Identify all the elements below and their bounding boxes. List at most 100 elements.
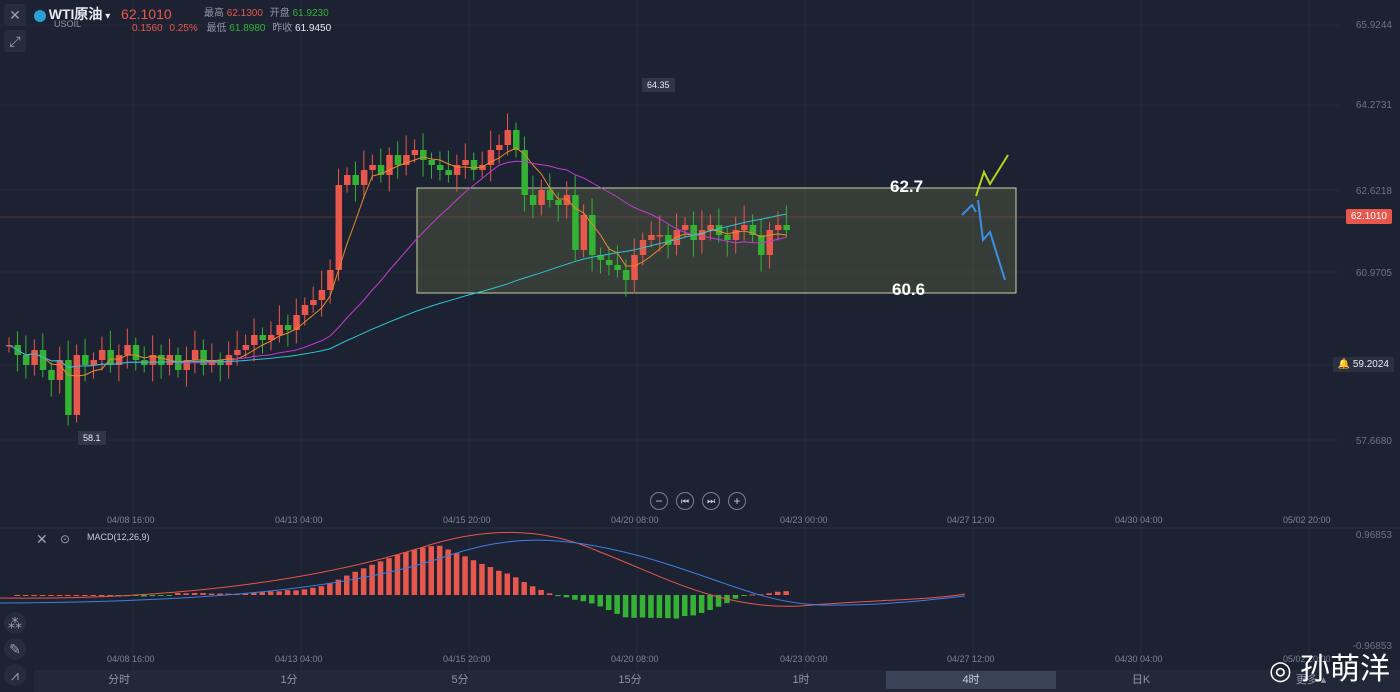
macd-bar	[251, 592, 257, 595]
macd-bar	[259, 592, 265, 595]
price-tick: 62.6218	[1355, 186, 1392, 197]
timeframe-2[interactable]: 5分	[451, 674, 469, 686]
candle-body	[690, 225, 697, 240]
projection-arrow-up	[975, 154, 1009, 197]
macd-bar	[555, 595, 561, 597]
macd-bar	[513, 577, 519, 595]
symbol-icon	[34, 10, 46, 23]
candle-body	[293, 315, 300, 330]
candle-body	[403, 155, 410, 165]
timeframe-5[interactable]: 4时	[886, 671, 1056, 689]
time-tick: 04/13 04:00	[275, 515, 323, 525]
macd-bar	[352, 571, 358, 595]
candle-body	[310, 300, 317, 305]
macd-close-icon[interactable]: ✕	[36, 531, 48, 547]
macd-bar	[589, 595, 595, 604]
bell-icon: 🔔	[1337, 359, 1353, 370]
macd-bar	[403, 552, 409, 595]
candle-body	[479, 165, 486, 170]
macd-label: MACD(12,26,9)	[87, 532, 150, 542]
macd-bar	[200, 593, 206, 595]
time-tick: 04/23 00:00	[780, 654, 828, 664]
candle-body	[648, 235, 655, 240]
candle-body	[344, 175, 351, 185]
price-tick: 60.9705	[1355, 268, 1392, 279]
prev-label: 昨收	[272, 23, 293, 34]
prev-value: 61.9450	[295, 23, 332, 34]
macd-bar	[158, 595, 164, 596]
candle-body	[242, 345, 250, 350]
time-tick: 04/23 00:00	[780, 515, 828, 525]
macd-bar	[48, 595, 54, 596]
macd-bar	[149, 595, 156, 597]
candle-body	[39, 350, 47, 370]
macd-bar	[369, 564, 375, 595]
macd-bar	[14, 595, 20, 596]
range-box	[416, 187, 1017, 294]
quote-header: WTI原油 ▾ 62.1010 最高 62.1300 开盘 61.9230 US…	[34, 4, 331, 34]
candle-body	[614, 265, 621, 270]
candle-body	[394, 155, 402, 165]
timeframe-6[interactable]: 日K	[1131, 674, 1151, 686]
macd-settings-icon[interactable]: ⊙	[60, 532, 71, 546]
timeframe-bar	[34, 670, 1400, 692]
macd-bar	[420, 547, 426, 595]
macd-bar	[284, 590, 291, 595]
candle-body	[360, 170, 368, 185]
time-tick: 04/30 04:00	[1115, 515, 1163, 525]
symbol-dropdown-icon[interactable]: ▾	[102, 11, 111, 22]
draw-tool-icon[interactable]: ⤢	[4, 30, 26, 52]
timeframe-1[interactable]: 1分	[280, 674, 298, 686]
macd-bar	[386, 558, 392, 595]
candle-body	[191, 350, 199, 360]
candle-body	[546, 190, 554, 200]
candle-body	[428, 160, 435, 165]
candle-body	[732, 230, 740, 240]
candle-body	[65, 360, 72, 415]
macd-bar	[487, 567, 494, 595]
ma-fast-line	[8, 147, 787, 377]
macd-bar	[318, 586, 325, 595]
symbol-name[interactable]: WTI原油	[48, 6, 103, 22]
macd-bar	[436, 545, 443, 595]
zoom-in-icon[interactable]: +	[728, 492, 746, 510]
zoom-out-icon[interactable]: −	[650, 492, 668, 510]
candle-body	[124, 345, 131, 355]
macd-bar	[656, 595, 663, 618]
candle-body	[115, 355, 123, 365]
alert-price-tag[interactable]: 🔔 59.2024	[1332, 357, 1394, 372]
macd-bar	[479, 563, 485, 595]
macd-bar	[31, 595, 37, 596]
candle-body	[631, 255, 638, 280]
candle-body	[377, 165, 385, 175]
timeframe-4[interactable]: 1时	[792, 674, 810, 686]
macd-bar	[327, 583, 333, 595]
macd-bar	[166, 595, 173, 596]
candle-body	[369, 165, 376, 170]
candle-body	[132, 345, 140, 360]
chart-type-icon[interactable]: ⩘	[4, 664, 26, 686]
pencil-icon[interactable]: ✎	[4, 638, 26, 660]
indicator-icon[interactable]: ⁂	[4, 612, 26, 634]
candle-body	[22, 355, 30, 365]
timeframe-0[interactable]: 分时	[108, 674, 130, 686]
macd-bar	[715, 595, 722, 607]
macd-bar	[293, 590, 299, 595]
timeframe-7[interactable]: 更多 ▴	[1295, 674, 1327, 686]
candle-body	[470, 160, 478, 170]
macd-bar	[698, 595, 705, 613]
last-price: 62.1010	[121, 6, 172, 22]
macd-bar	[563, 595, 570, 598]
macd-bar	[462, 556, 468, 595]
candle-body	[749, 225, 757, 235]
close-icon[interactable]: ✕	[4, 4, 26, 26]
rewind-icon[interactable]: ⏮	[676, 492, 694, 510]
forward-icon[interactable]: ⏭	[702, 492, 720, 510]
timeframe-3[interactable]: 15分	[618, 674, 642, 686]
time-tick: 04/15 20:00	[443, 654, 491, 664]
macd-bar	[267, 591, 274, 595]
candle-body	[597, 255, 604, 260]
candle-body	[741, 225, 748, 230]
macd-bar	[360, 568, 367, 595]
